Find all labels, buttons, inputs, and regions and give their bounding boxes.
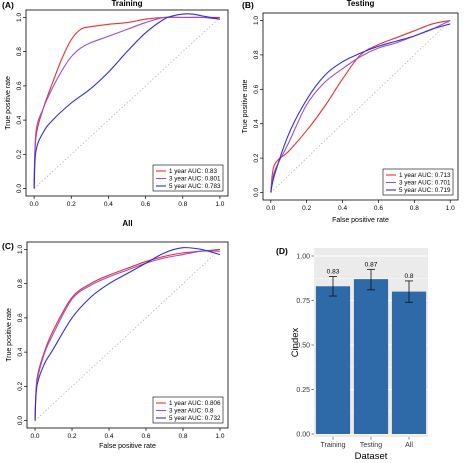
bar: [353, 279, 389, 434]
y-tick-label: 0.8: [17, 279, 24, 288]
x-axis-label: False positive rate: [99, 443, 156, 450]
panel-title: All: [122, 219, 132, 228]
x-tick-label: 0.4: [104, 433, 113, 440]
y-tick-label: 1.0: [253, 16, 260, 25]
roc-curve: [270, 19, 451, 193]
plot-frame: [25, 9, 229, 197]
panel-letter: (D): [276, 246, 288, 256]
x-tick-label: 1.0: [215, 433, 224, 440]
panel-c-roc-all: 0.0 0.2 0.4 0.6 0.8 1.0 0.0 0.2 0.4 0.6 0.8 1.0 True…: [2, 219, 229, 450]
panel-title: Training: [111, 0, 142, 8]
roc-curve: [34, 247, 221, 421]
y-axis-label: True positive rate: [242, 79, 249, 133]
y-tick-label: 1.00: [296, 253, 310, 260]
y-tick-label: 0.6: [17, 313, 24, 322]
x-axis-label: False positive rate: [332, 217, 389, 224]
bar-value-label: 0.8: [404, 273, 413, 280]
x-tick-label: 0.6: [374, 205, 383, 212]
x-tick-label: 0.0: [31, 433, 40, 440]
y-tick-label: 0.2: [17, 381, 24, 390]
legend-entry: 1 year AUC: 0.806: [169, 400, 221, 407]
x-tick-label: 0.6: [141, 433, 150, 440]
y-tick-label: 0.4: [253, 119, 260, 128]
x-tick-label: 0.8: [178, 201, 187, 208]
y-tick-label: 1.0: [16, 13, 23, 22]
x-tick-label: All: [405, 442, 413, 449]
x-tick-label: 1.0: [215, 201, 224, 208]
y-tick-label: 1.0: [17, 245, 24, 254]
legend-entry: 1 year AUC: 0.713: [399, 172, 451, 179]
diagonal-reference-line: [270, 20, 451, 193]
y-tick-label: 0.6: [16, 81, 23, 90]
y-tick-label: 0.0: [253, 188, 260, 197]
panel-title: Testing: [347, 0, 375, 8]
bar: [391, 291, 427, 434]
panel-d-cindex-bars: 0.00 0.25 0.50 0.75 1.00 Training 0.83 Testing 0…: [276, 246, 428, 462]
roc-curve: [34, 248, 221, 421]
x-tick-label: 0.8: [410, 205, 419, 212]
x-tick-label: 0.6: [141, 201, 150, 208]
y-axis-label: True positive rate: [5, 76, 12, 130]
panel-letter: (A): [2, 0, 14, 10]
x-tick-label: 0.2: [302, 205, 311, 212]
panel-letter: (B): [242, 0, 254, 10]
y-tick-label: 0.4: [16, 115, 23, 124]
x-tick-label: 0.0: [30, 201, 39, 208]
x-tick-label: 1.0: [446, 205, 455, 212]
x-tick-label: 0.8: [178, 433, 187, 440]
x-tick-label: Training: [320, 442, 345, 449]
legend-entry: 5 year AUC: 0.732: [169, 415, 221, 422]
y-tick-label: 0.4: [17, 347, 24, 356]
y-axis-label: True positive rate: [6, 308, 13, 362]
x-axis-label: Dataset: [355, 451, 388, 462]
roc-curve: [33, 16, 220, 189]
panel-letter: (C): [2, 241, 14, 251]
panel-b-roc-testing: 0.0 0.2 0.4 0.6 0.8 1.0 0.0 0.2 0.4 0.6 0.8 1.0 True…: [242, 0, 459, 224]
legend-entry: 5 year AUC: 0.719: [399, 187, 451, 194]
y-tick-label: 0.2: [253, 153, 260, 162]
y-tick-label: 0.0: [17, 416, 24, 425]
roc-curve: [270, 23, 451, 193]
y-tick-label: 0.75: [296, 298, 310, 305]
plot-frame: [262, 12, 459, 201]
bar-value-label: 0.83: [327, 268, 340, 275]
x-tick-label: Testing: [360, 442, 382, 449]
x-tick-label: 0.4: [104, 201, 113, 208]
y-tick-label: 0.25: [296, 387, 310, 394]
legend-entry: 1 year AUC: 0.83: [169, 168, 217, 175]
y-tick-label: 0.00: [296, 431, 310, 438]
x-tick-label: 0.4: [338, 205, 347, 212]
x-tick-label: 0.2: [67, 201, 76, 208]
plot-frame: [26, 241, 229, 429]
y-axis-label: Cindex: [290, 327, 301, 357]
legend-entry: 3 year AUC: 0.8: [169, 408, 214, 415]
bar-value-label: 0.87: [365, 261, 378, 268]
x-tick-label: 0.0: [266, 205, 275, 212]
y-tick-label: 0.50: [296, 342, 310, 349]
legend-entry: 3 year AUC: 0.701: [399, 180, 451, 187]
y-tick-label: 0.6: [253, 84, 260, 93]
roc-curve: [33, 13, 221, 189]
legend-entry: 5 year AUC: 0.783: [169, 183, 221, 190]
y-tick-label: 0.8: [16, 47, 23, 56]
panel-a-roc-training: 0.0 0.2 0.4 0.6 0.8 1.0 0.0 0.2 0.4 0.6 0.8 1.0 True…: [2, 0, 229, 208]
y-tick-label: 0.0: [16, 184, 23, 193]
legend-entry: 3 year AUC: 0.801: [169, 176, 221, 183]
diagonal-reference-line: [33, 17, 221, 189]
diagonal-reference-line: [34, 249, 221, 421]
bar: [315, 286, 351, 434]
y-tick-label: 0.2: [16, 149, 23, 158]
x-tick-label: 0.2: [68, 433, 77, 440]
y-tick-label: 0.8: [253, 50, 260, 59]
roc-curve: [34, 250, 220, 421]
